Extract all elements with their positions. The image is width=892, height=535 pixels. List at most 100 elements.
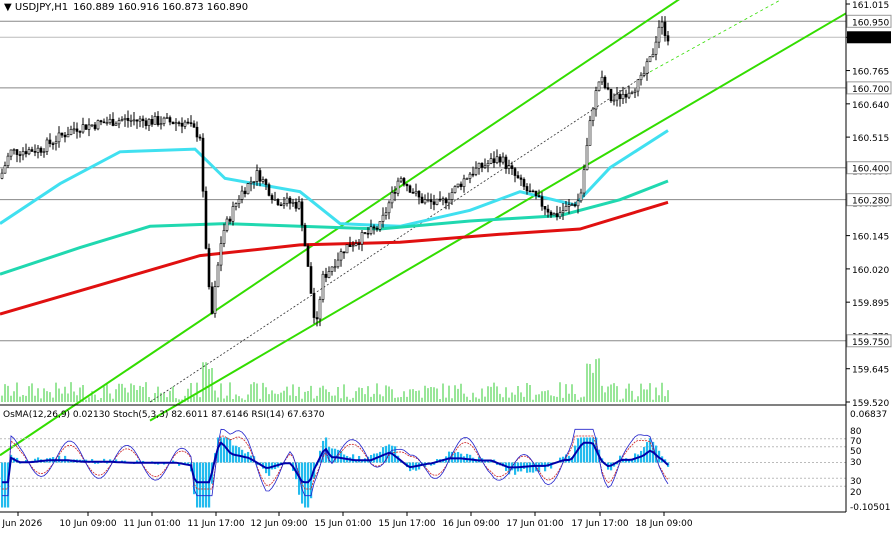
osc-scale-label: 50	[850, 447, 862, 457]
candle-body	[303, 224, 307, 247]
candle-body	[486, 163, 490, 167]
candle-body	[477, 162, 481, 169]
candle-body	[345, 244, 349, 254]
osma-bar	[340, 450, 343, 463]
osc-scale-label: 20	[850, 488, 862, 498]
candle-body	[594, 90, 598, 110]
candle-body	[438, 198, 442, 201]
candle-body	[111, 118, 115, 126]
level-label: 160.950	[852, 18, 889, 28]
candle-body	[648, 56, 652, 63]
osma-bar	[538, 462, 541, 473]
osma-bar	[337, 449, 340, 463]
osma-bar	[268, 462, 271, 476]
channel-mid-extension	[649, 0, 782, 73]
candle-body	[591, 108, 595, 122]
level-box	[846, 81, 892, 95]
candle-body	[75, 128, 79, 132]
candle-body	[96, 120, 100, 130]
osma-bar	[94, 462, 97, 464]
candle-body	[168, 117, 172, 123]
time-tick-label: 17 Jun 17:00	[571, 519, 628, 529]
candle-body	[30, 149, 34, 152]
candle-body	[633, 90, 637, 93]
candle-body	[399, 178, 403, 182]
candle-body	[261, 179, 265, 182]
candle-body	[519, 177, 523, 180]
osma-bar	[91, 459, 94, 463]
candle-body	[585, 145, 589, 171]
candle-body	[480, 162, 484, 168]
candle-body	[537, 195, 541, 197]
osma-bar	[580, 437, 583, 463]
candle-body	[468, 173, 472, 179]
price-axis: 161.015160.890160.765160.640160.515160.3…	[845, 0, 892, 513]
candle-body	[294, 201, 298, 209]
chart-header: ▼ USDJPY,H1 160.889 160.916 160.873 160.8…	[4, 2, 248, 13]
candle-body	[300, 201, 304, 226]
candle-body	[291, 201, 295, 204]
time-tick-label: 9 Jun 2026	[0, 519, 42, 529]
candle-body	[192, 123, 196, 128]
osma-bar	[514, 462, 517, 475]
price-tick-label: 159.645	[852, 366, 889, 376]
level-label: 160.700	[852, 85, 889, 95]
candle-body	[666, 35, 670, 42]
candle-body	[534, 190, 538, 196]
candle-body	[429, 199, 433, 203]
candles	[0, 16, 670, 327]
channel-lower-line	[149, 12, 847, 422]
osma-bar	[571, 457, 574, 463]
candle-body	[558, 212, 562, 218]
candle-body	[234, 203, 238, 207]
price-tick-label: 160.020	[852, 266, 889, 276]
candle-body	[129, 119, 133, 122]
candle-body	[237, 199, 241, 204]
current-price-box	[847, 31, 891, 44]
candle-body	[273, 199, 277, 201]
candle-body	[546, 208, 550, 213]
candle-body	[420, 196, 424, 204]
price-tick-label: 161.015	[852, 1, 889, 11]
candle-body	[504, 156, 508, 169]
candle-body	[48, 139, 52, 144]
candle-body	[360, 232, 364, 245]
candle-body	[615, 93, 619, 101]
candle-body	[495, 156, 499, 163]
candle-body	[432, 201, 436, 205]
oscillator-header: OsMA(12,26,9) 0.02130 Stoch(5,3,3) 82.60…	[3, 410, 325, 420]
candle-body	[270, 195, 274, 200]
candle-body	[15, 149, 19, 155]
candle-body	[339, 251, 343, 261]
candle-body	[240, 190, 244, 200]
osma-bar	[352, 454, 355, 463]
candle-body	[516, 175, 520, 179]
osma-bar	[172, 460, 175, 463]
candle-body	[231, 206, 235, 222]
osma-bar	[37, 457, 40, 463]
candle-body	[183, 121, 187, 127]
candle-body	[57, 132, 61, 143]
time-tick-label: 11 Jun 17:00	[187, 519, 244, 529]
candle-body	[144, 120, 148, 126]
price-tick-label: 160.145	[852, 233, 889, 243]
candle-body	[564, 206, 568, 212]
osma-bar	[508, 462, 511, 475]
candle-body	[186, 121, 190, 124]
time-tick-label: 11 Jun 01:00	[123, 519, 180, 529]
candle-body	[600, 76, 604, 83]
candle-body	[417, 190, 421, 198]
candle-body	[219, 243, 223, 266]
candle-body	[69, 129, 73, 135]
price-tick-label: 160.765	[852, 68, 889, 78]
osc-scale-label: 30	[850, 477, 862, 487]
candle-body	[3, 165, 7, 174]
candle-body	[402, 178, 406, 185]
time-tick-label: 17 Jun 01:00	[506, 519, 563, 529]
osma-bar	[619, 455, 622, 463]
osma-bar	[229, 439, 232, 463]
candle-body	[405, 183, 409, 187]
candle-body	[177, 122, 181, 124]
candle-body	[0, 172, 4, 179]
candle-body	[471, 173, 475, 176]
